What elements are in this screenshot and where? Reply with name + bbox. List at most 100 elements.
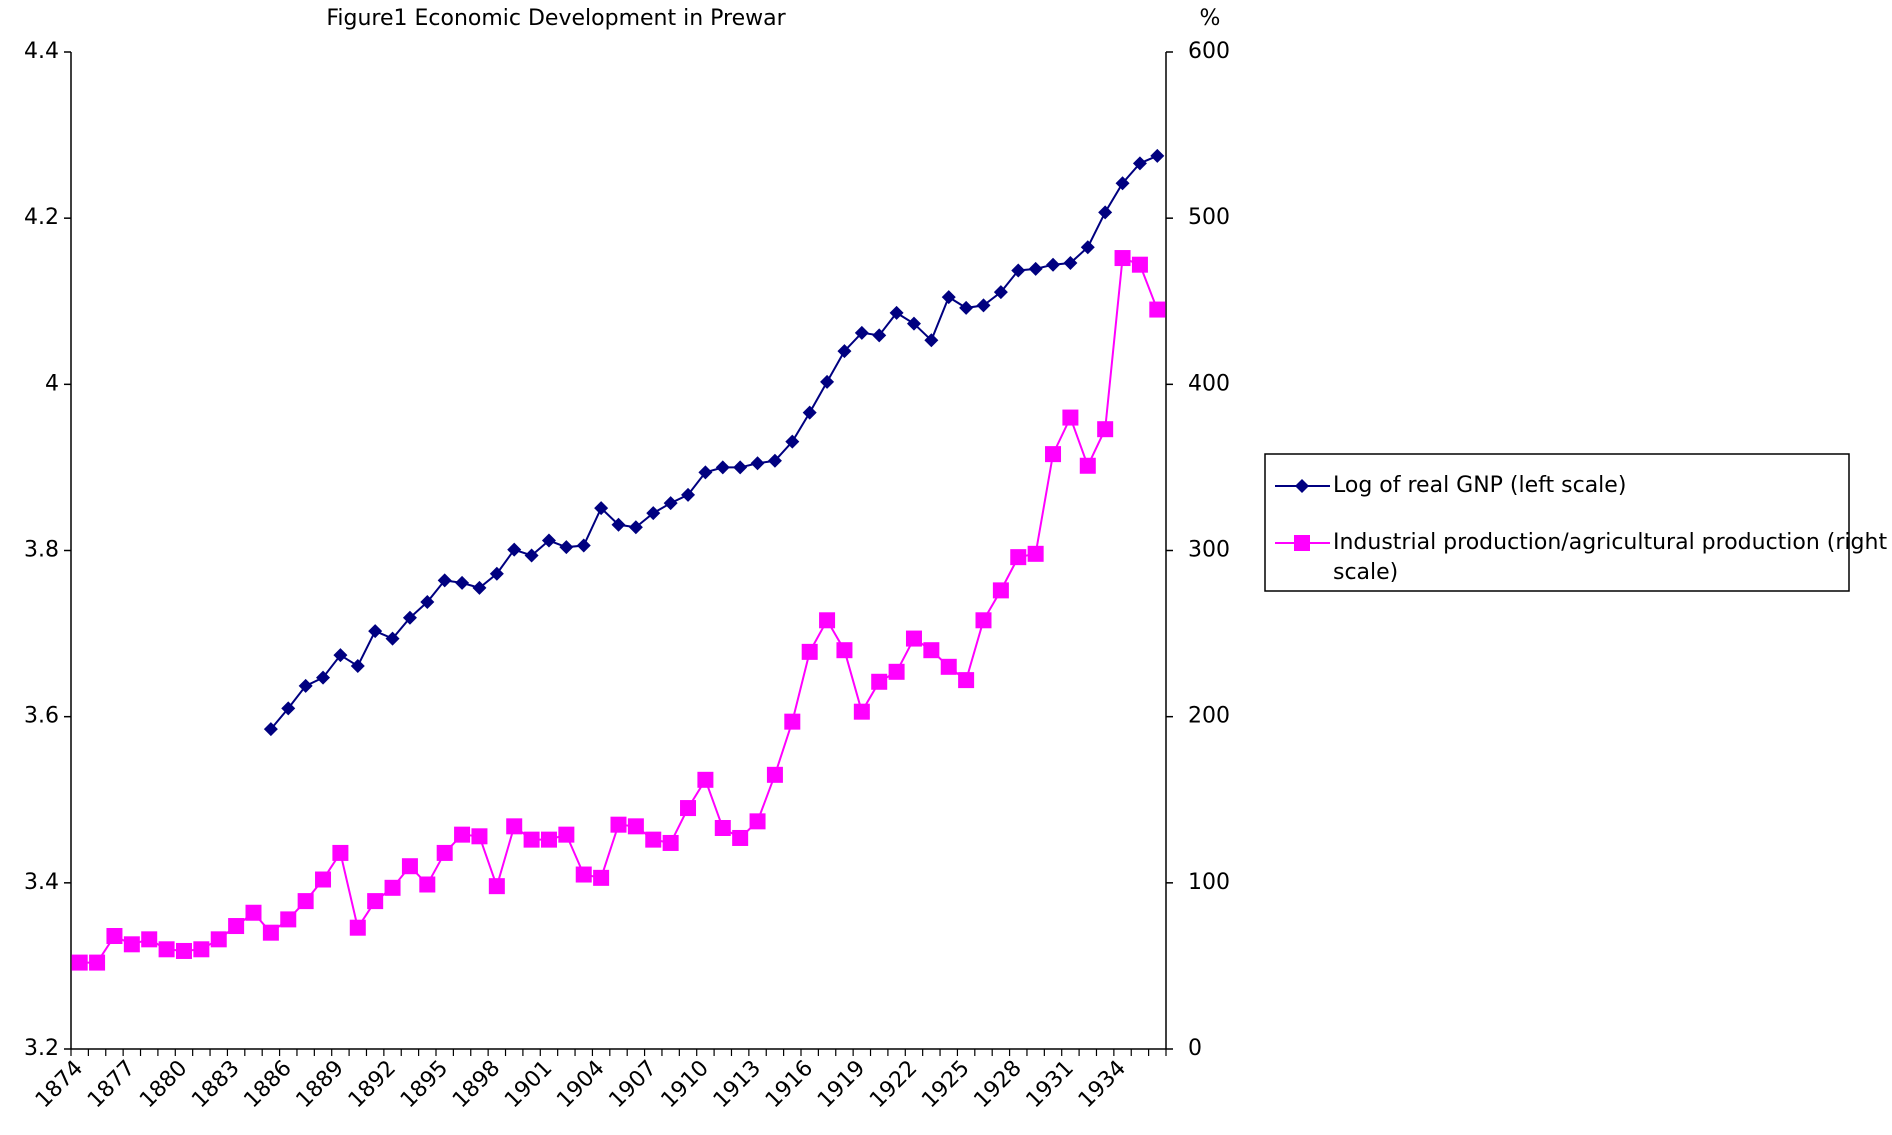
point [1046,257,1061,272]
point [941,290,956,305]
point [871,673,888,690]
point [906,316,921,331]
x-tick-label: 1880 [135,1056,192,1113]
point [402,610,417,625]
point [559,540,574,555]
point [611,517,626,532]
x-tick-label: 1901 [500,1056,557,1113]
point [367,893,384,910]
point [837,344,852,359]
point [645,831,662,848]
series-line [79,256,1159,964]
point [819,612,836,629]
point [385,631,400,646]
point [958,672,975,689]
point [472,580,487,595]
x-tick-label: 1919 [813,1056,870,1113]
point [646,506,661,521]
point [872,328,887,343]
x-tick-label: 1907 [604,1056,661,1113]
point [628,520,643,535]
x-tick-label: 1886 [239,1056,296,1113]
point [420,595,435,610]
y-tick-label: 4.4 [24,39,59,64]
point [975,612,992,629]
point [123,936,140,953]
point [333,648,348,663]
point [297,893,314,910]
point [89,954,106,971]
x-tick-label: 1931 [1022,1056,1079,1113]
point [923,642,940,659]
point [733,460,748,475]
point [175,942,192,959]
point [594,501,609,516]
point [1115,176,1130,191]
chart-title: Figure1 Economic Development in Prewar [326,6,786,31]
point [993,285,1008,300]
point [697,771,714,788]
point [541,533,556,548]
point [593,869,610,886]
x-tick-label: 1877 [83,1056,140,1113]
point [610,816,627,833]
series-line [270,154,1158,730]
y2-tick-label: 600 [1188,39,1230,64]
point [750,456,765,471]
point [767,453,782,468]
y-tick-label: 4.2 [24,205,59,230]
point [540,831,557,848]
point [71,954,88,971]
point [698,465,713,480]
point [454,826,471,843]
y-tick-label: 3.8 [24,538,59,563]
point [437,573,452,588]
point [1131,256,1148,273]
y2-tick-label: 400 [1188,371,1230,396]
point [1063,256,1078,271]
point [820,374,835,389]
point [663,496,678,511]
point [281,701,296,716]
point [489,566,504,581]
point [1045,446,1062,463]
point [488,878,505,895]
point [106,928,123,945]
point [455,575,470,590]
point [141,931,158,948]
point [1114,250,1131,267]
point [349,919,366,936]
legend-label: Industrial production/agricultural produ… [1333,530,1887,585]
point [662,834,679,851]
point [905,630,922,647]
point [1097,421,1114,438]
x-tick-label: 1898 [448,1056,505,1113]
x-tick-label: 1892 [344,1056,401,1113]
point [924,333,939,348]
point [316,670,331,685]
point [558,826,575,843]
point [384,879,401,896]
point [245,904,262,921]
point [785,434,800,449]
point [627,818,644,835]
point [436,844,453,861]
point [749,813,766,830]
point [1098,205,1113,220]
point [836,642,853,659]
point [715,460,730,475]
point [210,931,227,948]
y2-tick-label: 500 [1188,205,1230,230]
point [193,941,210,958]
y-tick-label: 3.6 [24,704,59,729]
point [1150,148,1165,163]
y-tick-label: 3.2 [24,1036,59,1061]
y2-tick-label: 100 [1188,870,1230,895]
point [280,911,297,928]
x-tick-label: 1889 [292,1056,349,1113]
series [71,250,1166,971]
point [228,918,245,935]
point [854,325,869,340]
y2-tick-label: 0 [1188,1036,1202,1061]
